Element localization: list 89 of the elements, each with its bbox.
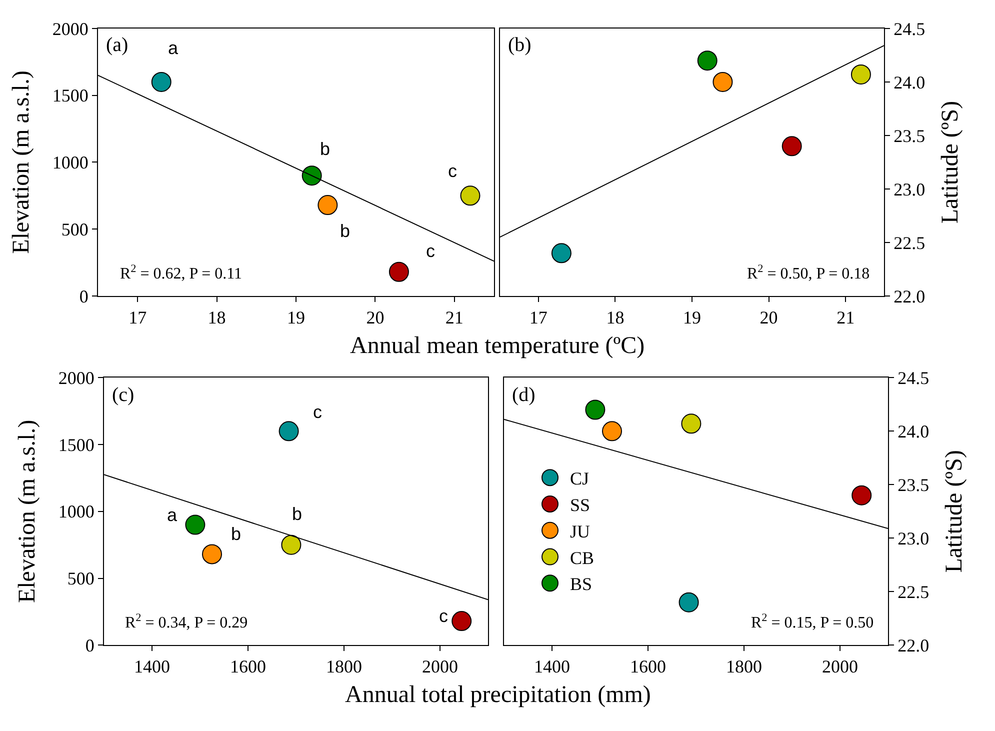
point (585, 400, 606, 420)
y-axis-title: Elevation (m a.s.l.) (14, 420, 40, 604)
y-axis-title: Latitude (ºS) (937, 100, 964, 224)
x-tick-label: 20 (366, 308, 384, 328)
x-tick-label: 1400 (134, 656, 170, 677)
x-tick-label: 17 (128, 308, 147, 328)
y-axis-title: Elevation (m a.s.l.) (8, 70, 34, 254)
x-tick-label: 19 (683, 308, 701, 328)
annotation: c (439, 606, 448, 626)
y-tick-label: 1000 (52, 152, 88, 173)
y-tick-label: 22.5 (894, 232, 926, 253)
chart-title: (b) (508, 34, 532, 56)
y-tick-label: 24.0 (898, 421, 930, 442)
annotation: a (167, 505, 178, 525)
y-tick-label: 2000 (58, 368, 94, 388)
annotation: R$^{2}$ = 0.34, P = 0.29 (125, 612, 248, 632)
point (278, 421, 299, 442)
legend-label: BS (570, 574, 592, 594)
annotation: a (168, 38, 179, 58)
point (602, 421, 622, 442)
point (782, 136, 802, 156)
x-tick-label: 21 (445, 308, 464, 328)
point (712, 72, 733, 92)
point (202, 544, 222, 564)
point (185, 514, 206, 535)
annotation: c (426, 241, 435, 261)
point (460, 186, 480, 206)
legend-label: JU (570, 521, 590, 542)
x-tick-label: 1400 (534, 656, 570, 677)
x-tick-label: 1800 (726, 656, 762, 677)
chart-title: (d) (512, 384, 536, 406)
y-tick-label: 500 (61, 219, 88, 240)
x-tick-label: 1600 (230, 656, 266, 677)
annotation: c (313, 402, 322, 422)
point (388, 262, 409, 282)
annotation: R$^{2}$ = 0.50, P = 0.18 (747, 263, 870, 283)
x-tick-label: 20 (760, 308, 778, 328)
y-tick-label: 24.0 (894, 72, 926, 92)
y-axis-title: Latitude (ºS) (941, 450, 968, 573)
legend-label: SS (570, 494, 590, 515)
point (852, 485, 872, 506)
point (452, 611, 472, 632)
point (551, 243, 572, 264)
point (151, 72, 172, 92)
chart-title: (c) (112, 384, 134, 406)
x-tick-label: 21 (836, 308, 855, 328)
y-tick-label: 24.5 (898, 368, 930, 388)
x-tick-label: 1800 (326, 656, 362, 677)
y-tick-label: 23.0 (894, 179, 926, 200)
x-axis-title: Annual mean temperature (ºC) (350, 333, 645, 359)
y-tick-label: 23.0 (898, 528, 930, 548)
y-tick-label: 0 (85, 635, 94, 656)
point (697, 50, 718, 71)
chart-title: (a) (106, 34, 128, 56)
x-tick-label: 19 (287, 308, 305, 328)
annotation: b (320, 139, 330, 159)
annotation: R$^{2}$ = 0.15, P = 0.50 (751, 612, 874, 632)
x-tick-label: 18 (606, 308, 624, 328)
x-tick-label: 18 (208, 308, 226, 328)
point (281, 534, 302, 555)
y-tick-label: 24.5 (894, 18, 926, 39)
y-tick-label: 1500 (58, 434, 94, 455)
annotation: c (448, 161, 457, 181)
point (302, 166, 322, 186)
point (850, 64, 871, 84)
y-tick-label: 2000 (52, 18, 88, 39)
y-tick-label: 23.5 (898, 474, 930, 495)
x-tick-label: 1600 (630, 656, 666, 677)
annotation: R$^{2}$ = 0.62, P = 0.11 (120, 263, 242, 283)
y-tick-label: 22.5 (898, 582, 930, 602)
point (678, 592, 699, 612)
x-tick-label: 2000 (422, 656, 458, 677)
annotation: b (231, 524, 242, 544)
annotation: b (340, 221, 350, 241)
y-tick-label: 22.0 (894, 286, 926, 306)
legend-label: CB (570, 548, 594, 568)
x-tick-label: 17 (529, 308, 548, 328)
point (318, 195, 338, 215)
y-tick-label: 0 (79, 286, 88, 306)
y-tick-label: 1500 (52, 86, 88, 106)
x-axis-title: Annual total precipitation (mm) (345, 682, 651, 708)
y-tick-label: 22.0 (898, 635, 930, 656)
annotation: b (292, 504, 302, 524)
x-tick-label: 2000 (822, 656, 858, 677)
point (681, 414, 702, 434)
y-tick-label: 1000 (58, 502, 94, 522)
legend-label: CJ (570, 468, 590, 489)
y-tick-label: 23.5 (894, 126, 926, 146)
y-tick-label: 500 (67, 568, 94, 589)
